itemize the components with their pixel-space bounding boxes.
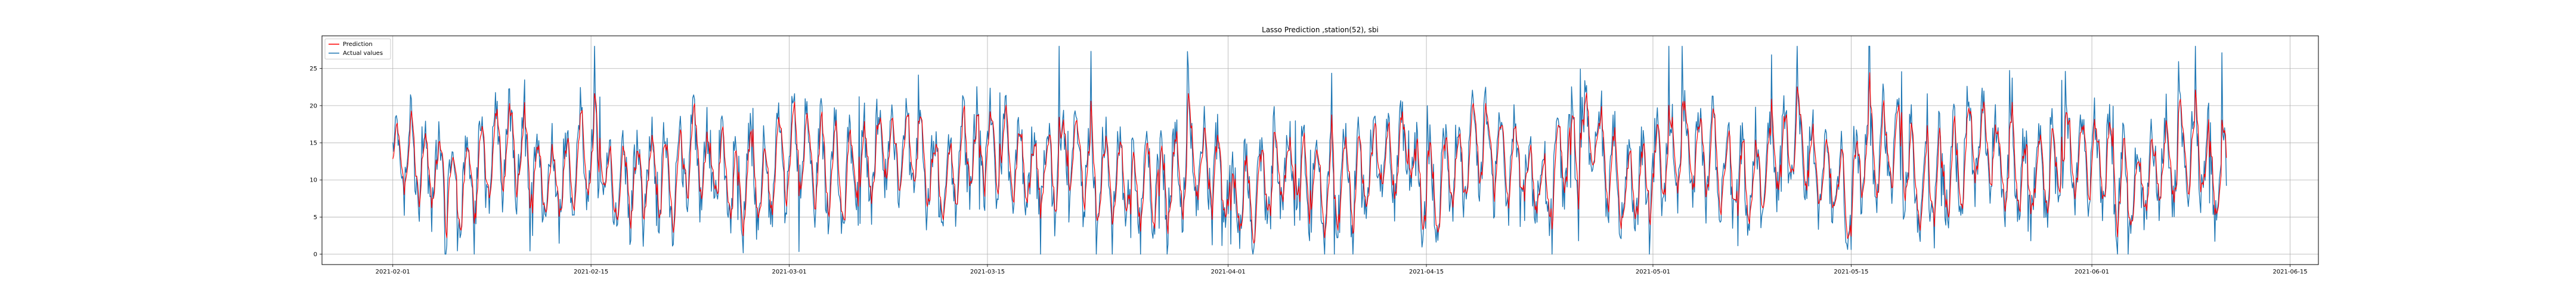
legend-box bbox=[324, 38, 391, 60]
x-tick-label: 2021-04-15 bbox=[1409, 269, 1444, 275]
y-tick-label: 25 bbox=[309, 66, 317, 72]
legend-label-prediction: Prediction bbox=[343, 41, 373, 48]
x-tick-label: 2021-04-01 bbox=[1211, 269, 1246, 275]
x-tick-label: 2021-03-15 bbox=[970, 269, 1005, 275]
x-tick-label: 2021-02-15 bbox=[574, 269, 608, 275]
x-tick-label: 2021-06-15 bbox=[2272, 269, 2307, 275]
legend: Prediction Actual values bbox=[324, 38, 391, 60]
series-prediction bbox=[392, 72, 2227, 244]
plot-frame bbox=[321, 35, 2319, 265]
x-tick-label: 2021-03-01 bbox=[772, 269, 807, 275]
y-tick-label: 5 bbox=[314, 214, 317, 221]
series-actual-values bbox=[392, 45, 2227, 255]
y-tick-label: 0 bbox=[314, 251, 317, 258]
y-tick-label: 10 bbox=[309, 177, 317, 184]
y-tick-label: 20 bbox=[309, 103, 317, 109]
x-tick-label: 2021-05-01 bbox=[1636, 269, 1670, 275]
actual-values-line bbox=[392, 45, 2227, 255]
x-tick-label: 2021-05-15 bbox=[1834, 269, 1868, 275]
x-tick-label: 2021-02-01 bbox=[376, 269, 410, 275]
legend-label-actual: Actual values bbox=[343, 50, 383, 57]
grid-lines bbox=[322, 36, 2318, 265]
prediction-line bbox=[392, 72, 2227, 244]
x-tick-label: 2021-06-01 bbox=[2075, 269, 2109, 275]
axes: 2021-02-01 2021-02-15 2021-03-01 2021-03-15… bbox=[309, 66, 2307, 275]
chart-title: Lasso Prediction ,station(52), sbi bbox=[1262, 26, 1379, 34]
y-tick-label: 15 bbox=[309, 140, 317, 147]
